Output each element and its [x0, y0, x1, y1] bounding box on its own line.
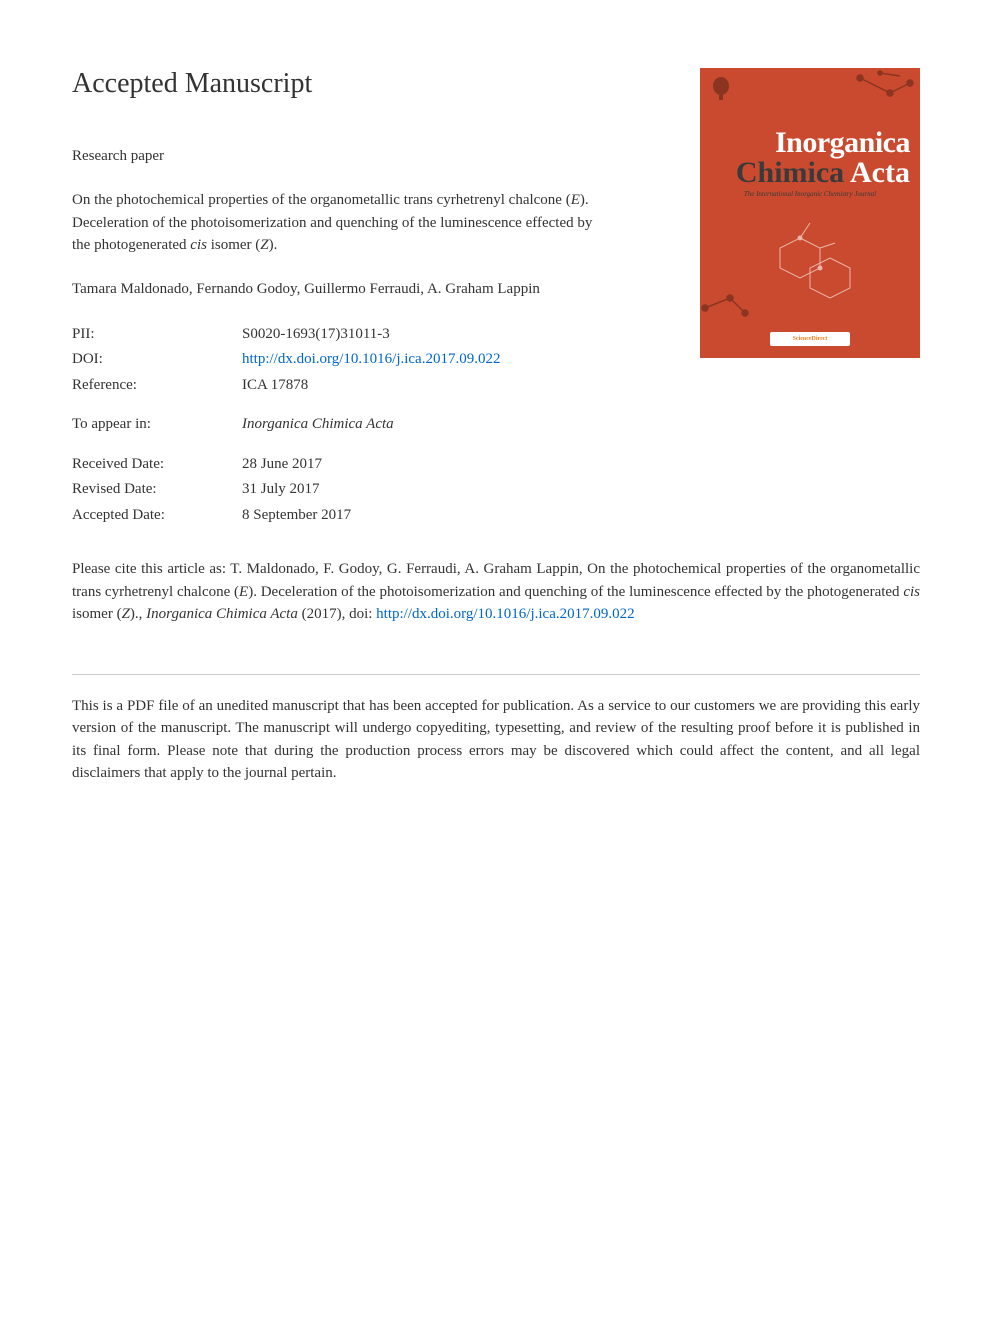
meta-received-label: Received Date: — [72, 452, 242, 478]
cover-title: Inorganica Chimica Acta The Internationa… — [700, 128, 920, 198]
title-cis: cis — [190, 237, 207, 253]
citation-mid1: ). Deceleration of the photoisomerizatio… — [248, 584, 903, 600]
meta-pii-value: S0020-1693(17)31011-3 — [242, 322, 390, 348]
cover-acta-text: Acta — [844, 156, 910, 189]
title-z: Z — [260, 237, 268, 253]
disclaimer-text: This is a PDF file of an unedited manusc… — [72, 674, 920, 785]
cover-header — [700, 68, 920, 128]
elsevier-tree-icon — [710, 76, 732, 102]
meta-ref-value: ICA 17878 — [242, 373, 308, 399]
citation-doi-link[interactable]: http://dx.doi.org/10.1016/j.ica.2017.09.… — [376, 606, 634, 622]
cover-footer-badge: ScienceDirect — [770, 332, 850, 346]
meta-revised-label: Revised Date: — [72, 477, 242, 503]
citation-text: Please cite this article as: T. Maldonad… — [72, 558, 920, 626]
citation-e: E — [239, 584, 248, 600]
title-part5: isomer ( — [207, 237, 260, 253]
title-part7: ). — [269, 237, 278, 253]
title-part1: On the photochemical properties of the o… — [72, 192, 571, 208]
cover-decoration-bottom — [700, 288, 760, 328]
citation-mid2: isomer ( — [72, 606, 122, 622]
meta-row-received: Received Date: 28 June 2017 — [72, 452, 920, 478]
citation-year: (2017), doi: — [298, 606, 376, 622]
citation-z: Z — [122, 606, 130, 622]
doi-link[interactable]: http://dx.doi.org/10.1016/j.ica.2017.09.… — [242, 351, 500, 367]
cover-footer-text: ScienceDirect — [793, 336, 828, 342]
meta-pii-label: PII: — [72, 322, 242, 348]
meta-doi-label: DOI: — [72, 347, 242, 373]
meta-row-appear: To appear in: Inorganica Chimica Acta — [72, 412, 920, 438]
citation-cis: cis — [903, 584, 920, 600]
paper-title: On the photochemical properties of the o… — [72, 189, 612, 257]
cover-subtitle: The International Inorganic Chemistry Jo… — [710, 190, 910, 198]
meta-row-accepted: Accepted Date: 8 September 2017 — [72, 503, 920, 529]
meta-accepted-label: Accepted Date: — [72, 503, 242, 529]
meta-appear-label: To appear in: — [72, 412, 242, 438]
citation-mid3: )., — [130, 606, 146, 622]
meta-row-reference: Reference: ICA 17878 — [72, 373, 920, 399]
cover-title-line1: Inorganica — [710, 128, 910, 158]
journal-cover-thumbnail: Inorganica Chimica Acta The Internationa… — [700, 68, 920, 358]
meta-revised-value: 31 July 2017 — [242, 477, 320, 503]
meta-accepted-value: 8 September 2017 — [242, 503, 351, 529]
cover-chimica-text: Chimica — [736, 156, 844, 189]
title-e: E — [571, 192, 580, 208]
meta-doi-value: http://dx.doi.org/10.1016/j.ica.2017.09.… — [242, 347, 500, 373]
meta-row-revised: Revised Date: 31 July 2017 — [72, 477, 920, 503]
citation-journal: Inorganica Chimica Acta — [146, 606, 298, 622]
cover-title-line2: Chimica Acta — [710, 158, 910, 188]
meta-appear-value: Inorganica Chimica Acta — [242, 412, 394, 438]
meta-ref-label: Reference: — [72, 373, 242, 399]
meta-received-value: 28 June 2017 — [242, 452, 322, 478]
